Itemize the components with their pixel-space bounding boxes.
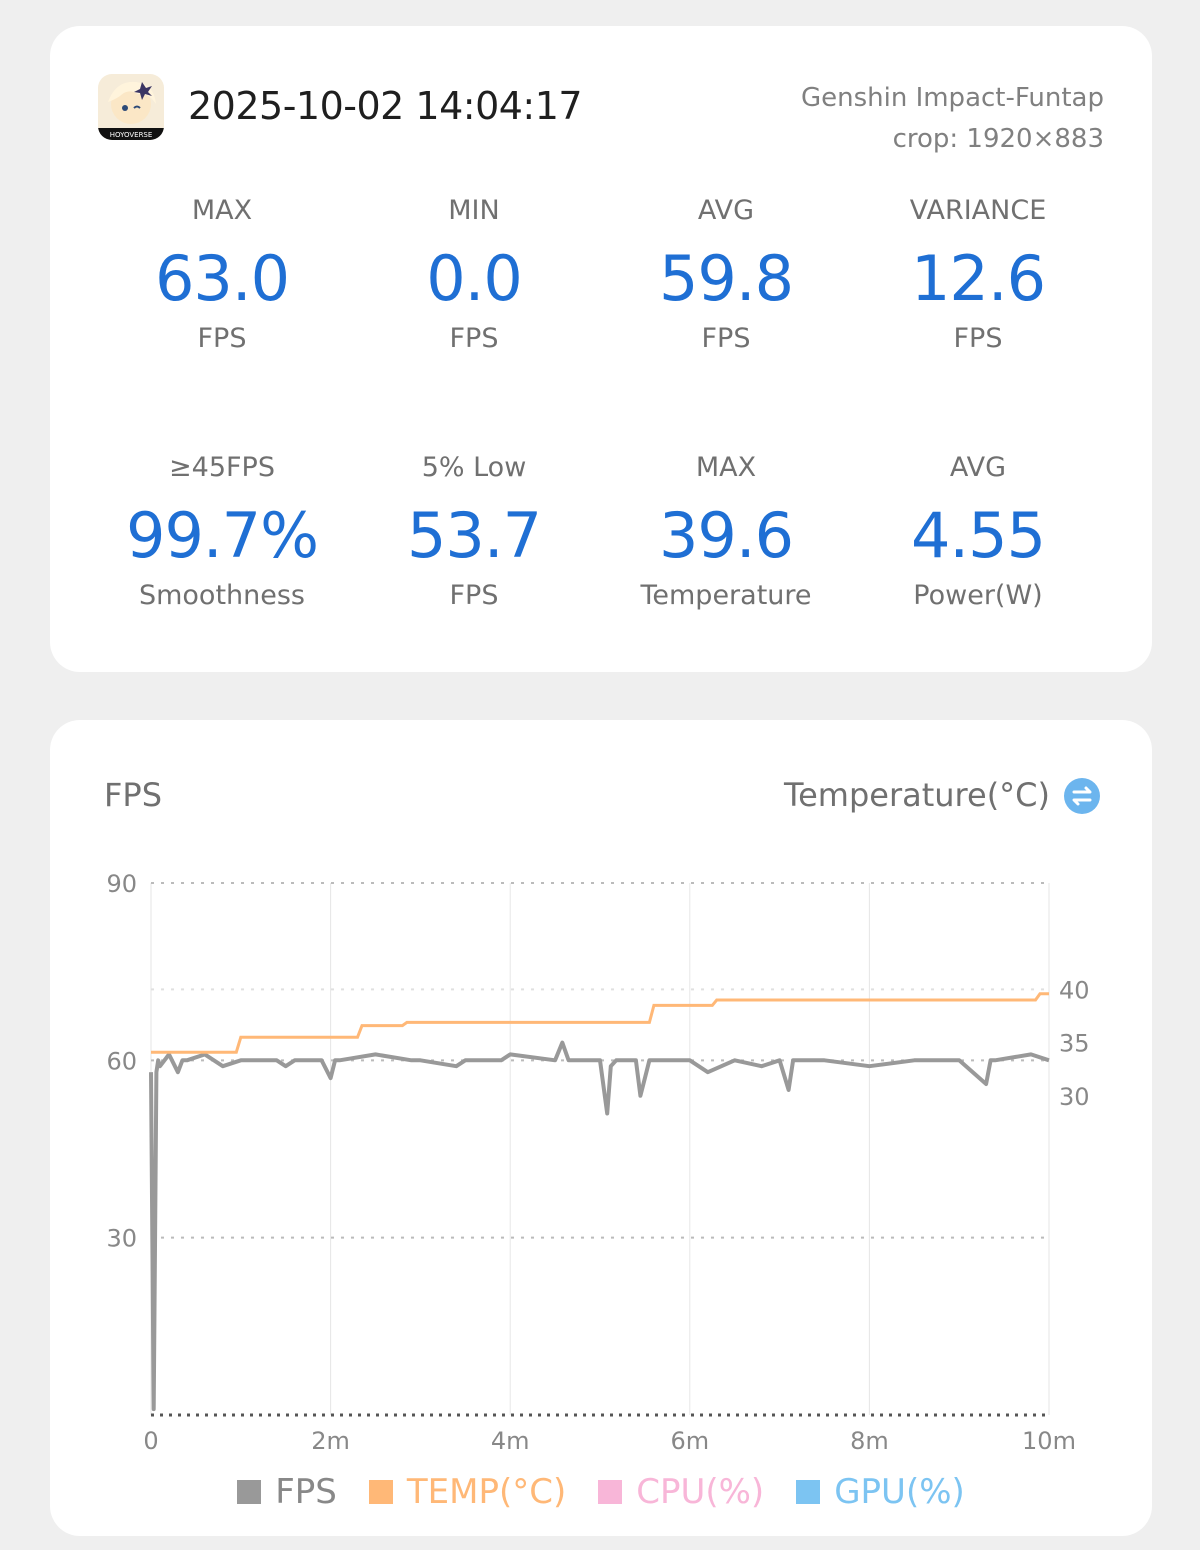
legend-swatch-temp bbox=[368, 1480, 393, 1504]
legend-label-fps: FPS bbox=[275, 1472, 337, 1512]
stat-unit: FPS bbox=[953, 323, 1003, 354]
stat-max-temperature: MAX 39.6 Temperature bbox=[601, 450, 851, 614]
stat-value: 99.7% bbox=[126, 499, 319, 572]
stat-label: VARIANCE bbox=[909, 195, 1047, 226]
legend-swatch-cpu bbox=[598, 1480, 623, 1504]
stat-value: 63.0 bbox=[154, 242, 290, 315]
stat-max-fps: MAX 63.0 FPS bbox=[97, 193, 347, 357]
stat-label: AVG bbox=[949, 452, 1007, 483]
legend-label-cpu: CPU(%) bbox=[636, 1472, 765, 1512]
stat-label: 5% Low bbox=[421, 452, 527, 483]
summary-card: HOYOVERSE 2025-10-02 14:04:17 Genshin Im… bbox=[50, 26, 1152, 672]
legend-label-temp: TEMP(°C) bbox=[406, 1472, 567, 1512]
stat-unit: FPS bbox=[197, 323, 247, 354]
icon-brand-text: HOYOVERSE bbox=[110, 131, 153, 139]
stat-value: 59.8 bbox=[658, 242, 794, 315]
game-info: Genshin Impact-Funtap crop: 1920×883 bbox=[801, 78, 1104, 160]
chart-legend: FPS TEMP(°C) CPU(%) GPU(%) bbox=[50, 1472, 1152, 1512]
stat-value: 12.6 bbox=[910, 242, 1046, 315]
legend-item-gpu[interactable]: GPU(%) bbox=[796, 1472, 965, 1512]
stat-min-fps: MIN 0.0 FPS bbox=[349, 193, 599, 357]
stat-avg-power: AVG 4.55 Power(W) bbox=[853, 450, 1103, 614]
x-tick-label: 2m bbox=[311, 1427, 350, 1455]
stat-value: 39.6 bbox=[658, 499, 794, 572]
series-line-fps bbox=[149, 1040, 1050, 1412]
stat-label: MAX bbox=[191, 195, 253, 226]
chart-card: FPS Temperature(°C) 90 60 30 40 35 30 0 2m 4m 6m 8… bbox=[50, 720, 1152, 1536]
y2-tick-label: 40 bbox=[1059, 976, 1090, 1004]
stat-smoothness: ≥45FPS 99.7% Smoothness bbox=[97, 450, 347, 614]
legend-item-fps[interactable]: FPS bbox=[237, 1472, 337, 1512]
game-name: Genshin Impact-Funtap bbox=[800, 83, 1104, 113]
swap-axis-icon[interactable] bbox=[1064, 778, 1100, 814]
y-tick-label: 30 bbox=[106, 1225, 137, 1253]
x-tick-label: 4m bbox=[491, 1427, 530, 1455]
left-axis-title: FPS bbox=[104, 776, 163, 814]
stat-5pct-low: 5% Low 53.7 FPS bbox=[349, 450, 599, 614]
stat-unit: FPS bbox=[701, 323, 751, 354]
stat-label: MIN bbox=[448, 195, 500, 226]
stat-value: 4.55 bbox=[910, 499, 1046, 572]
stat-unit: FPS bbox=[449, 323, 499, 354]
y2-tick-label: 35 bbox=[1059, 1030, 1090, 1058]
legend-item-cpu[interactable]: CPU(%) bbox=[598, 1472, 764, 1512]
x-tick-label: 8m bbox=[850, 1427, 889, 1455]
series-line-temp bbox=[151, 992, 1049, 1054]
x-tick-label: 0 bbox=[143, 1427, 158, 1455]
stat-variance: VARIANCE 12.6 FPS bbox=[853, 193, 1103, 357]
x-tick-label: 6m bbox=[670, 1427, 709, 1455]
y-tick-label: 90 bbox=[106, 870, 137, 898]
crop-resolution: crop: 1920×883 bbox=[892, 124, 1104, 154]
stat-unit: FPS bbox=[449, 580, 499, 611]
stat-label: AVG bbox=[697, 195, 755, 226]
stat-unit: Power(W) bbox=[913, 580, 1043, 611]
stat-value: 53.7 bbox=[406, 499, 542, 572]
stat-unit: Temperature bbox=[640, 580, 812, 611]
legend-label-gpu: GPU(%) bbox=[834, 1472, 965, 1512]
y2-tick-label: 30 bbox=[1059, 1083, 1090, 1111]
legend-item-temp[interactable]: TEMP(°C) bbox=[368, 1472, 567, 1512]
stat-avg-fps: AVG 59.8 FPS bbox=[601, 193, 851, 357]
stat-value: 0.0 bbox=[426, 242, 523, 315]
y-tick-label: 60 bbox=[106, 1047, 137, 1075]
stat-label: MAX bbox=[695, 452, 757, 483]
legend-swatch-gpu bbox=[796, 1480, 821, 1504]
stat-label: ≥45FPS bbox=[169, 452, 275, 483]
game-app-icon[interactable]: HOYOVERSE bbox=[98, 74, 164, 140]
legend-swatch-fps bbox=[237, 1480, 262, 1504]
stat-unit: Smoothness bbox=[138, 580, 306, 611]
right-axis-title: Temperature(°C) bbox=[783, 776, 1050, 814]
session-timestamp: 2025-10-02 14:04:17 bbox=[188, 84, 583, 128]
x-tick-label: 10m bbox=[1022, 1427, 1076, 1455]
fps-temperature-chart: 90 60 30 40 35 30 0 2m 4m 6m 8m 10m bbox=[106, 870, 1090, 1455]
